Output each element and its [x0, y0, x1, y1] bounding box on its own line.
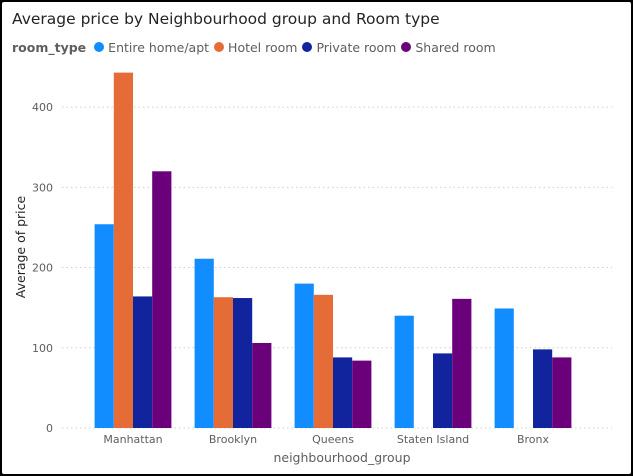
bar: [352, 360, 372, 428]
legend-item-0[interactable]: Entire home/apt: [94, 40, 209, 55]
bar: [333, 357, 353, 428]
y-tick-label: 300: [32, 181, 53, 194]
bar: [533, 349, 553, 428]
x-tick-label: Staten Island: [397, 433, 469, 446]
bar: [252, 342, 272, 428]
legend-item-1[interactable]: Hotel room: [214, 40, 297, 55]
chart-title: Average price by Neighbourhood group and…: [12, 10, 440, 28]
bar: [94, 224, 114, 428]
bar: [552, 357, 572, 428]
bar: [194, 258, 214, 428]
legend-label: Hotel room: [228, 39, 298, 55]
y-tick-label: 0: [46, 422, 53, 435]
x-tick-label: Brooklyn: [209, 433, 257, 446]
legend-item-3[interactable]: Shared room: [401, 39, 496, 55]
x-tick-label: Queens: [312, 433, 354, 446]
bar: [113, 72, 133, 429]
bar: [233, 298, 253, 428]
legend-title: room_type: [12, 39, 87, 55]
bar: [394, 315, 414, 428]
bar: [452, 298, 472, 428]
x-tick-label: Bronx: [517, 433, 550, 446]
x-tick-label: Manhattan: [103, 433, 162, 446]
y-tick-label: 200: [32, 262, 53, 275]
legend-label: Shared room: [415, 39, 496, 55]
y-tick-label: 100: [32, 342, 53, 355]
legend-swatch: [302, 42, 313, 52]
bar: [294, 283, 314, 428]
legend: room_type Entire home/apt Hotel room Priva…: [12, 38, 501, 56]
y-axis-title: Average of price: [13, 195, 28, 298]
legend-swatch: [401, 42, 412, 52]
bar: [133, 296, 153, 428]
bar: [213, 297, 233, 428]
bar: [313, 294, 333, 428]
legend-items: Entire home/apt Hotel room Private room Sha…: [94, 40, 501, 55]
legend-label: Entire home/apt: [108, 39, 210, 55]
y-tick-label: 400: [32, 101, 53, 114]
bar: [433, 353, 453, 428]
bar: [152, 171, 172, 429]
x-axis-title: neighbourhood_group: [273, 450, 410, 465]
legend-swatch: [214, 42, 225, 52]
legend-swatch: [94, 42, 105, 52]
legend-label: Private room: [316, 39, 397, 55]
bar: [494, 308, 514, 428]
legend-item-2[interactable]: Private room: [302, 40, 396, 55]
